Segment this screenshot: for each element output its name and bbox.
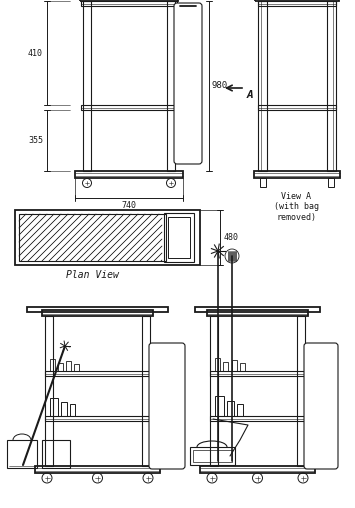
Bar [195, 307, 320, 312]
Bar [168, 217, 190, 258]
Bar [70, 404, 75, 416]
Bar [45, 416, 150, 421]
Bar [66, 361, 71, 371]
Bar [19, 214, 166, 261]
Bar [50, 359, 55, 371]
Bar [255, 0, 339, 1]
Bar [164, 213, 194, 262]
Bar [58, 363, 63, 371]
Bar [27, 307, 168, 312]
Text: 355: 355 [28, 136, 43, 145]
Bar [167, 1, 175, 171]
Bar [297, 316, 305, 466]
Bar [15, 210, 200, 265]
Bar [45, 316, 53, 466]
Bar [227, 401, 234, 416]
Text: 480: 480 [224, 233, 239, 242]
FancyBboxPatch shape [149, 343, 185, 469]
Text: 740: 740 [121, 201, 137, 210]
Bar [74, 364, 79, 371]
Bar [45, 371, 150, 376]
FancyBboxPatch shape [304, 343, 338, 469]
Bar [210, 316, 218, 466]
Bar [83, 1, 91, 171]
Bar [7, 440, 37, 468]
Text: Plan View: Plan View [66, 270, 119, 280]
Bar [42, 310, 153, 316]
Bar [327, 1, 336, 171]
Bar [50, 398, 58, 416]
Bar [240, 363, 245, 371]
Bar [42, 440, 70, 468]
Bar [190, 447, 235, 465]
Bar [210, 416, 305, 421]
Bar [215, 396, 224, 416]
Bar [75, 171, 183, 178]
Bar [223, 362, 228, 371]
Bar [80, 0, 178, 1]
Bar [258, 105, 336, 110]
Bar [193, 450, 232, 462]
Bar [258, 1, 336, 6]
Text: 980: 980 [212, 81, 228, 90]
Bar [207, 310, 308, 316]
Text: 410: 410 [28, 48, 43, 57]
Bar [254, 171, 340, 178]
Text: A: A [247, 90, 253, 100]
Bar [237, 404, 243, 416]
Bar [260, 178, 266, 187]
Bar [210, 371, 305, 376]
Bar [328, 178, 334, 187]
Bar [258, 1, 267, 171]
Text: View A
(with bag
removed): View A (with bag removed) [273, 192, 318, 222]
Bar [35, 466, 160, 473]
Bar [81, 1, 177, 6]
FancyBboxPatch shape [174, 3, 202, 164]
Bar [142, 316, 150, 466]
Bar [61, 402, 67, 416]
Bar [81, 105, 177, 110]
Bar [215, 358, 220, 371]
Bar [200, 466, 315, 473]
Bar [232, 360, 237, 371]
